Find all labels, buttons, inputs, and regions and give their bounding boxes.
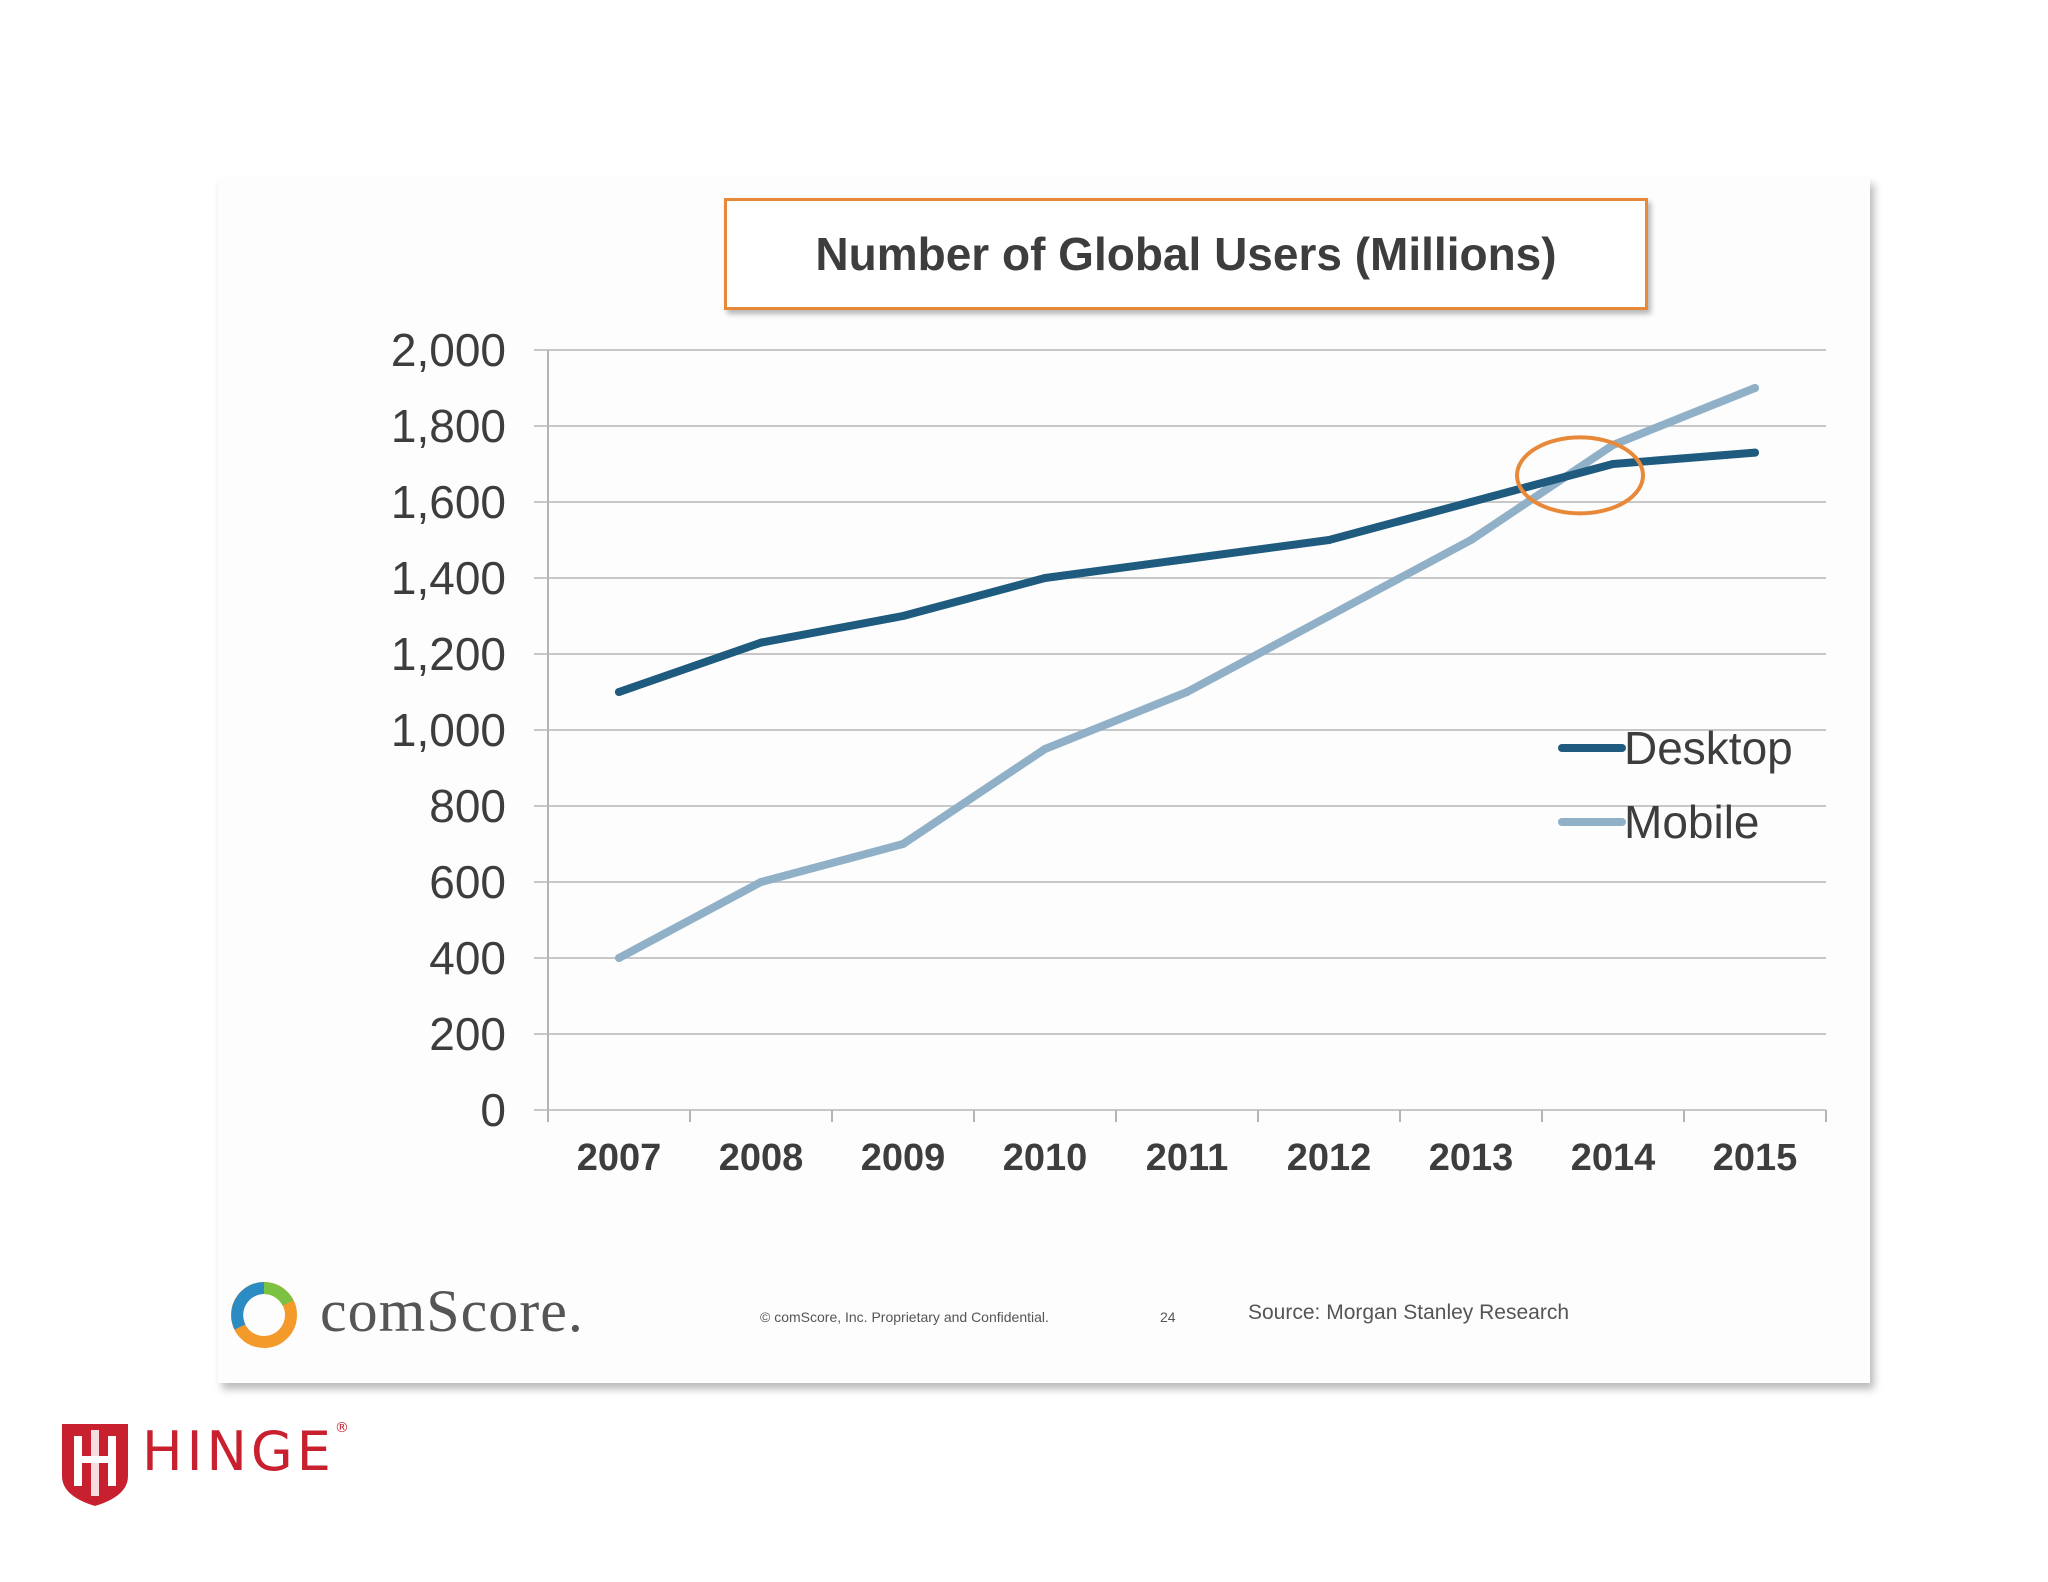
- crossover-highlight: [1515, 435, 1645, 516]
- x-tick-label: 2007: [577, 1137, 662, 1179]
- y-tick-label: 400: [429, 932, 506, 984]
- x-tick-label: 2014: [1571, 1137, 1656, 1179]
- series-line-desktop: [615, 448, 1759, 696]
- y-tick-label: 1,400: [391, 552, 506, 604]
- comscore-brand-name: comScore.: [320, 1278, 584, 1344]
- slide: 0 200 400 600 800 1,000 1,200 1,400 1,600 1,800 2,…: [218, 178, 1870, 1383]
- data-point-desktop: [1041, 574, 1049, 582]
- x-tick-label: 2012: [1287, 1137, 1372, 1179]
- data-point-mobile: [1467, 536, 1475, 544]
- data-point-mobile: [1751, 384, 1759, 392]
- data-point-mobile: [615, 954, 623, 962]
- registered-mark: ®: [334, 1420, 349, 1436]
- legend-label-mobile: Mobile: [1624, 796, 1760, 848]
- data-point-mobile: [1325, 612, 1333, 620]
- y-tick-label: 2,000: [391, 324, 506, 376]
- y-tick-label: 1,600: [391, 476, 506, 528]
- data-point-mobile: [757, 878, 765, 886]
- chart-title: Number of Global Users (Millions): [724, 198, 1648, 310]
- data-point-desktop: [615, 688, 623, 696]
- legend-label-desktop: Desktop: [1624, 722, 1793, 774]
- data-point-desktop: [899, 612, 907, 620]
- slide-footer: comScore. © comScore, Inc. Proprietary a…: [218, 1273, 1870, 1363]
- y-tick-label: 1,000: [391, 704, 506, 756]
- hinge-brand-text: HINGE: [142, 1420, 335, 1483]
- x-tick-label: 2009: [861, 1137, 946, 1179]
- y-tick-label: 0: [480, 1084, 506, 1136]
- line-chart: 0 200 400 600 800 1,000 1,200 1,400 1,600 1,800 2,…: [391, 324, 1827, 1179]
- y-tick-label: 1,800: [391, 400, 506, 452]
- y-tick-label: 200: [429, 1008, 506, 1060]
- data-point-desktop: [1751, 448, 1759, 457]
- copyright-text: © comScore, Inc. Proprietary and Confide…: [760, 1309, 1049, 1325]
- source-text: Source: Morgan Stanley Research: [1248, 1301, 1569, 1324]
- data-point-desktop: [757, 638, 765, 647]
- x-tick-label: 2008: [719, 1137, 804, 1179]
- data-point-desktop: [1467, 498, 1475, 506]
- x-tick-label: 2015: [1713, 1137, 1798, 1179]
- data-point-mobile: [899, 840, 907, 848]
- page-number: 24: [1160, 1309, 1176, 1325]
- data-point-desktop: [1183, 555, 1191, 563]
- hinge-wordmark: HINGE®: [142, 1420, 349, 1483]
- y-tick-label: 1,200: [391, 628, 506, 680]
- data-point-mobile: [1041, 745, 1049, 753]
- data-point-mobile: [1183, 688, 1191, 696]
- x-tick-label: 2011: [1146, 1137, 1228, 1179]
- x-tick-label: 2013: [1429, 1137, 1514, 1179]
- x-tick-label: 2010: [1003, 1137, 1088, 1179]
- data-point-desktop: [1609, 460, 1617, 468]
- data-point-desktop: [1325, 536, 1333, 544]
- y-tick-label: 800: [429, 780, 506, 832]
- comscore-logo-icon: [231, 1282, 297, 1348]
- hinge-shield-icon: [62, 1424, 128, 1506]
- y-tick-label: 600: [429, 856, 506, 908]
